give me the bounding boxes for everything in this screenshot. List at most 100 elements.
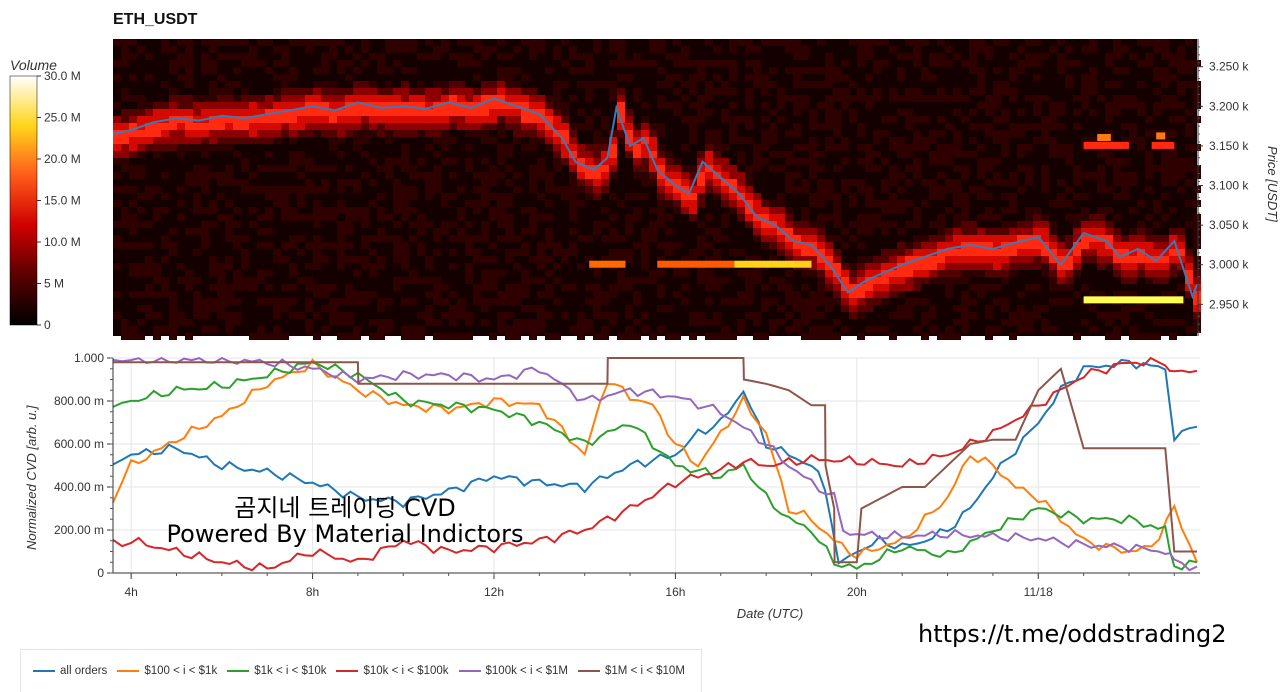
heatmap-cell — [953, 333, 961, 340]
heatmap-cell — [489, 109, 497, 116]
heatmap-cell — [777, 39, 785, 46]
heatmap-cell — [537, 109, 545, 116]
heatmap-cell — [489, 137, 497, 144]
heatmap-cell — [721, 165, 729, 172]
heatmap-cell — [361, 256, 369, 263]
heatmap-cell — [145, 186, 153, 193]
heatmap-cell — [1073, 165, 1081, 172]
heatmap-cell — [1161, 102, 1169, 109]
heatmap-cell — [729, 200, 737, 207]
legend-item[interactable]: $100k < i < $1M — [458, 665, 568, 677]
heatmap-cell — [705, 60, 713, 67]
heatmap-cell — [161, 284, 169, 291]
heatmap-cell — [1017, 228, 1025, 235]
heatmap-cell — [529, 165, 537, 172]
heatmap-cell — [1017, 263, 1025, 270]
heatmap-cell — [785, 326, 793, 333]
heatmap-cell — [577, 326, 585, 333]
heatmap-cell — [113, 151, 121, 158]
heatmap-cell — [1137, 102, 1145, 109]
heatmap-cell — [481, 235, 489, 242]
heatmap-cell — [209, 130, 217, 137]
heatmap-cell — [969, 284, 977, 291]
heatmap-cell — [953, 137, 961, 144]
heatmap-cell — [1065, 256, 1073, 263]
heatmap-cell — [185, 319, 193, 326]
heatmap-cell — [193, 249, 201, 256]
heatmap-cell — [201, 60, 209, 67]
heatmap-cell — [609, 256, 617, 263]
heatmap-cell — [745, 172, 753, 179]
heatmap-cell — [625, 326, 633, 333]
heatmap-cell — [841, 74, 849, 81]
legend-item[interactable]: $100 < i < $1k — [117, 665, 217, 677]
heatmap-cell — [889, 277, 897, 284]
heatmap-cell — [777, 165, 785, 172]
heatmap-cell — [697, 158, 705, 165]
heatmap-cell — [321, 291, 329, 298]
heatmap-cell — [921, 249, 929, 256]
heatmap-cell — [1057, 179, 1065, 186]
heatmap-cell — [561, 39, 569, 46]
heatmap-cell — [881, 277, 889, 284]
heatmap-cell — [841, 186, 849, 193]
heatmap-cell — [297, 102, 305, 109]
heatmap-cell — [977, 186, 985, 193]
legend-label: $1k < i < $10k — [254, 665, 327, 677]
heatmap-cell — [729, 39, 737, 46]
heatmap-cell — [273, 249, 281, 256]
heatmap-cell — [1113, 109, 1121, 116]
heatmap-cell — [545, 256, 553, 263]
heatmap-cell — [505, 53, 513, 60]
heatmap-cell — [529, 123, 537, 130]
heatmap-cell — [921, 200, 929, 207]
heatmap-cell — [1169, 291, 1177, 298]
heatmap-cell — [1049, 46, 1057, 53]
heatmap-cell — [257, 39, 265, 46]
heatmap-cell — [465, 130, 473, 137]
heatmap-cell — [1113, 81, 1121, 88]
heatmap-cell — [809, 263, 817, 270]
heatmap-cell — [137, 144, 145, 151]
legend-item[interactable]: $1M < i < $10M — [578, 665, 685, 677]
heatmap-cell — [897, 186, 905, 193]
heatmap-cell — [865, 326, 873, 333]
heatmap-cell — [753, 228, 761, 235]
x-axis: 4h 8h 12h 16h 20h 11/18 — [113, 572, 1200, 599]
telegram-link[interactable]: https://t.me/oddstrading2 — [918, 620, 1227, 648]
heatmap-cell — [457, 116, 465, 123]
heatmap-cell — [273, 130, 281, 137]
legend-item[interactable]: $10k < i < $100k — [336, 665, 449, 677]
heatmap-cell — [177, 312, 185, 319]
heatmap-cell — [465, 88, 473, 95]
cvd-tick-label: 400.00 m — [54, 480, 104, 494]
heatmap-cell — [713, 312, 721, 319]
heatmap-cell — [1153, 74, 1161, 81]
heatmap-cell — [217, 109, 225, 116]
heatmap-cell — [497, 207, 505, 214]
legend-swatch — [33, 670, 55, 672]
heatmap-cell — [977, 123, 985, 130]
heatmap-cell — [961, 172, 969, 179]
heatmap-cell — [1025, 249, 1033, 256]
heatmap-cell — [521, 291, 529, 298]
legend-item[interactable]: $1k < i < $10k — [227, 665, 326, 677]
heatmap-cell — [473, 116, 481, 123]
legend-item[interactable]: all orders — [33, 665, 107, 677]
heatmap-cell — [801, 158, 809, 165]
heatmap-cell — [241, 179, 249, 186]
x-axis-label: Date (UTC) — [736, 606, 804, 621]
heatmap-cell — [881, 158, 889, 165]
heatmap-cell — [201, 326, 209, 333]
heatmap-cell — [1161, 291, 1169, 298]
heatmap-cell — [513, 137, 521, 144]
heatmap-cell — [753, 81, 761, 88]
heatmap-cell — [777, 277, 785, 284]
heatmap-cell — [193, 200, 201, 207]
heatmap-cell — [161, 172, 169, 179]
heatmap-cell — [913, 221, 921, 228]
heatmap-cell — [289, 298, 297, 305]
heatmap-cell — [497, 312, 505, 319]
heatmap-cell — [113, 172, 121, 179]
heatmap-cell — [1193, 326, 1201, 333]
